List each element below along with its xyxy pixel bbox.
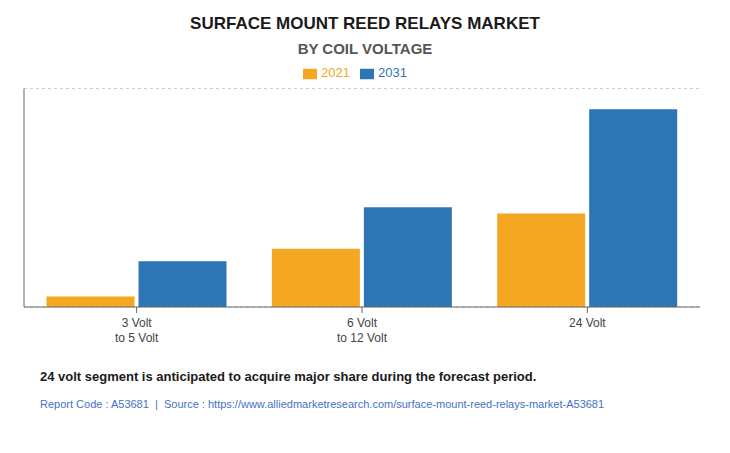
svg-text:3 Voltto 5 Volt: 3 Voltto 5 Volt <box>115 316 159 345</box>
html-text:BY COIL VOLTAGE: BY COIL VOLTAGE <box>297 40 433 57</box>
html-text:2021: 2021 <box>321 65 350 80</box>
html-text:Report Code : A53681 | Source: Report Code : A53681 | Source : https://… <box>40 398 605 410</box>
svg-text:24 Volt: 24 Volt <box>569 316 606 330</box>
html-text:2031: 2031 <box>378 65 407 80</box>
svg-text:6 Voltto 12 Volt: 6 Voltto 12 Volt <box>337 316 388 345</box>
html-text:24 volt segment is anticipated: 24 volt segment is anticipated to acquir… <box>40 369 537 384</box>
html-text:SURFACE MOUNT REED RELAYS MARK: SURFACE MOUNT REED RELAYS MARKET <box>190 14 540 33</box>
